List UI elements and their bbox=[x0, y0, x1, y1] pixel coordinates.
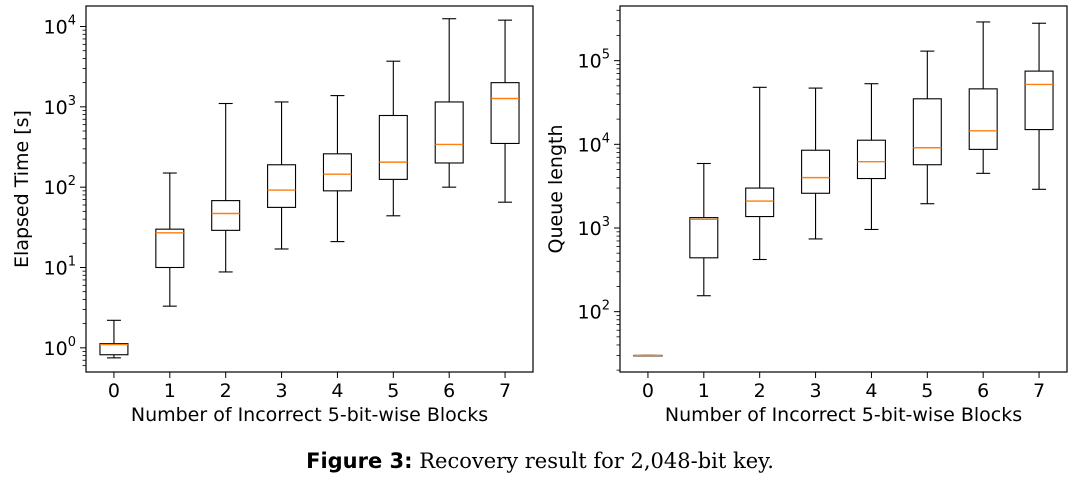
x-tick-label: 3 bbox=[276, 380, 288, 402]
x-tick-label: 1 bbox=[164, 380, 176, 402]
plot-frame bbox=[85, 5, 534, 373]
caption-text: Recovery result for 2,048-bit key. bbox=[419, 449, 774, 473]
x-axis-title: Number of Incorrect 5-bit-wise Blocks bbox=[665, 404, 1022, 426]
x-tick-label: 0 bbox=[108, 380, 120, 402]
iqr-box bbox=[99, 343, 129, 356]
y-tick-label: 104 bbox=[578, 131, 610, 156]
box-plot-4 bbox=[322, 95, 352, 243]
y-tick-label: 101 bbox=[44, 254, 76, 279]
box-plot-7 bbox=[1024, 22, 1054, 190]
iqr-box bbox=[745, 187, 775, 218]
y-tick-label: 102 bbox=[578, 299, 610, 324]
box-plot-4 bbox=[856, 83, 886, 231]
queue-length-chart: 102 103 104 105 0 1 2 3 4 5 6 7 Number of Incorrect … bbox=[545, 5, 1068, 426]
box-plot-1 bbox=[689, 162, 719, 297]
iqr-box bbox=[211, 200, 241, 231]
iqr-box bbox=[912, 98, 942, 166]
box-plot-2 bbox=[211, 102, 241, 273]
x-tick-label: 7 bbox=[499, 380, 511, 402]
x-tick-label: 0 bbox=[642, 380, 654, 402]
x-tick-label: 4 bbox=[331, 380, 343, 402]
y-axis-title: Queue length bbox=[545, 124, 567, 253]
elapsed-time-chart: 100 101 102 103 104 0 1 2 3 4 5 6 7 Number of Incorre… bbox=[11, 5, 534, 426]
y-tick-label: 105 bbox=[578, 48, 610, 73]
x-tick-label: 1 bbox=[698, 380, 710, 402]
box-plot-3 bbox=[267, 101, 297, 250]
x-tick-label: 2 bbox=[220, 380, 232, 402]
iqr-box bbox=[378, 114, 408, 180]
box-plot-3 bbox=[801, 87, 831, 240]
x-tick-label: 6 bbox=[443, 380, 455, 402]
y-tick-label: 102 bbox=[44, 174, 76, 199]
y-tick-label: 104 bbox=[44, 14, 76, 39]
x-tick-label: 2 bbox=[754, 380, 766, 402]
box-plot-6 bbox=[434, 18, 464, 188]
y-tick-label: 100 bbox=[44, 335, 76, 360]
box-plot-0 bbox=[99, 319, 129, 359]
box-plot-6 bbox=[968, 21, 998, 174]
x-axis-title: Number of Incorrect 5-bit-wise Blocks bbox=[131, 404, 488, 426]
iqr-box bbox=[689, 217, 719, 259]
x-tick-label: 4 bbox=[865, 380, 877, 402]
y-axis-title: Elapsed Time [s] bbox=[11, 110, 33, 268]
caption-label: Figure 3: bbox=[306, 449, 413, 473]
plot-frame bbox=[619, 5, 1068, 373]
x-tick-label: 7 bbox=[1033, 380, 1045, 402]
iqr-box bbox=[801, 149, 831, 194]
iqr-box bbox=[267, 164, 297, 208]
iqr-box bbox=[1024, 70, 1054, 131]
x-tick-label: 6 bbox=[977, 380, 989, 402]
box-plot-2 bbox=[745, 86, 775, 261]
box-plot-7 bbox=[490, 19, 520, 203]
iqr-box bbox=[490, 82, 520, 145]
y-tick-label: 103 bbox=[44, 94, 76, 119]
iqr-box bbox=[155, 228, 185, 269]
box-plot-5 bbox=[378, 60, 408, 217]
y-tick-label: 103 bbox=[578, 215, 610, 240]
x-tick-label: 3 bbox=[810, 380, 822, 402]
figure-caption: Figure 3: Recovery result for 2,048-bit … bbox=[0, 449, 1080, 473]
x-tick-label: 5 bbox=[921, 380, 933, 402]
iqr-box bbox=[434, 101, 464, 164]
box-plot-1 bbox=[155, 172, 185, 307]
iqr-box bbox=[856, 139, 886, 180]
x-tick-label: 5 bbox=[387, 380, 399, 402]
box-plot-0 bbox=[633, 354, 663, 357]
iqr-box bbox=[968, 88, 998, 150]
box-plot-5 bbox=[912, 50, 942, 205]
iqr-box bbox=[322, 153, 352, 192]
